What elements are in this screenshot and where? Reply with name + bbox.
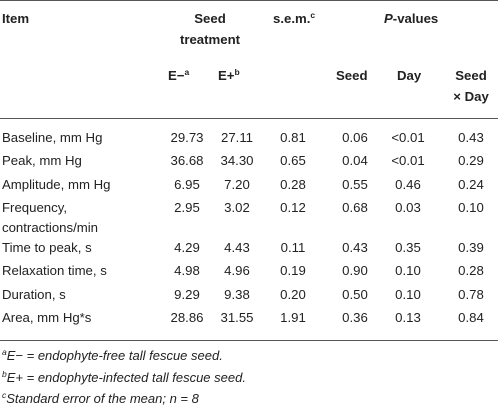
header-sem: s.e.m.c (273, 10, 316, 26)
cell-sem: 0.65 (280, 153, 306, 168)
cell-p-day: 0.03 (395, 200, 421, 215)
header-pvalues: P-values (384, 11, 439, 26)
cell-p-day: 0.10 (395, 287, 421, 302)
cell-p-seed: 0.90 (342, 263, 368, 278)
cell-e-plus: 9.38 (224, 287, 250, 302)
cell-item: Peak, mm Hg (2, 153, 82, 168)
cell-sem: 1.91 (280, 310, 306, 325)
cell-p-seed-day: 0.24 (458, 177, 484, 192)
cell-e-minus: 9.29 (174, 287, 200, 302)
cell-sem: 0.81 (280, 130, 306, 145)
cell-item: contractions/min (2, 220, 99, 235)
header-e-minus: E−a (168, 67, 190, 83)
cell-p-seed: 0.68 (342, 200, 368, 215)
cell-p-seed: 0.43 (342, 240, 368, 255)
header-p-day: Day (397, 68, 422, 83)
header-rule (0, 118, 498, 119)
cell-e-minus: 4.29 (174, 240, 200, 255)
top-rule (0, 0, 498, 1)
cell-p-seed: 0.55 (342, 177, 368, 192)
header-p-seed-x-day: Seed × Day (453, 68, 489, 104)
cell-e-plus: 4.43 (224, 240, 250, 255)
cell-e-plus: 4.96 (224, 263, 250, 278)
cell-p-seed-day: 0.10 (458, 200, 484, 215)
cell-p-seed-day: 0.28 (458, 263, 484, 278)
footnote-b: bE+ = endophyte-infected tall fescue see… (2, 369, 246, 385)
cell-p-day: <0.01 (391, 130, 425, 145)
cell-p-day: 0.46 (395, 177, 421, 192)
header-e-plus: E+b (218, 67, 240, 83)
cell-item: Time to peak, s (2, 240, 92, 255)
cell-p-seed: 0.50 (342, 287, 368, 302)
cell-p-day: 0.13 (395, 310, 421, 325)
cell-e-minus: 29.73 (170, 130, 204, 145)
cell-e-plus: 34.30 (220, 153, 254, 168)
cell-p-seed-day: 0.78 (458, 287, 484, 302)
cell-e-minus: 36.68 (170, 153, 204, 168)
cell-p-seed-day: 0.84 (458, 310, 484, 325)
bottom-rule (0, 340, 498, 341)
cell-sem: 0.11 (280, 240, 306, 255)
cell-e-minus: 4.98 (174, 263, 200, 278)
cell-e-plus: 3.02 (224, 200, 250, 215)
footnote-a: aE− = endophyte-free tall fescue seed. (2, 347, 223, 363)
cell-p-seed: 0.06 (342, 130, 368, 145)
cell-item: Amplitude, mm Hg (2, 177, 111, 192)
cell-p-day: <0.01 (391, 153, 425, 168)
header-p-seed: Seed (336, 68, 368, 83)
cell-sem: 0.20 (280, 287, 306, 302)
cell-e-minus: 6.95 (174, 177, 200, 192)
header-seed-treatment: Seed treatment (179, 11, 241, 47)
cell-item: Baseline, mm Hg (2, 130, 103, 145)
cell-e-plus: 7.20 (224, 177, 250, 192)
cell-item: Relaxation time, s (2, 263, 107, 278)
footnote-c: cStandard error of the mean; n = 8 (2, 390, 199, 406)
header-item: Item (2, 11, 30, 26)
cell-p-seed-day: 0.29 (458, 153, 484, 168)
cell-e-minus: 28.86 (170, 310, 204, 325)
cell-sem: 0.12 (280, 200, 306, 215)
cell-sem: 0.28 (280, 177, 306, 192)
cell-p-day: 0.10 (395, 263, 421, 278)
cell-p-seed: 0.04 (342, 153, 368, 168)
cell-item: Duration, s (2, 287, 66, 302)
cell-item: Area, mm Hg*s (2, 310, 92, 325)
cell-e-plus: 31.55 (220, 310, 254, 325)
cell-e-minus: 2.95 (174, 200, 200, 215)
cell-item: Frequency, (2, 200, 67, 215)
cell-p-day: 0.35 (395, 240, 421, 255)
cell-p-seed: 0.36 (342, 310, 368, 325)
cell-sem: 0.19 (280, 263, 306, 278)
cell-p-seed-day: 0.39 (458, 240, 484, 255)
cell-e-plus: 27.11 (220, 130, 254, 145)
cell-p-seed-day: 0.43 (458, 130, 484, 145)
